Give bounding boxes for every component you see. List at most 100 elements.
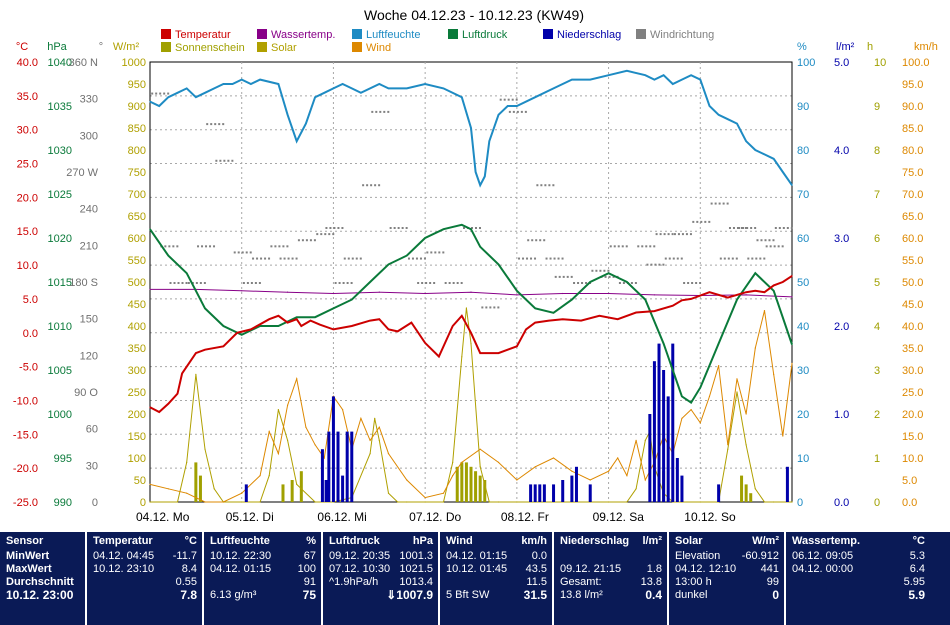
- wind-direction-point: [429, 282, 432, 284]
- right-axis-tick: 60: [797, 233, 809, 245]
- wind-direction-point: [497, 306, 500, 309]
- precipitation-bar: [666, 396, 670, 502]
- solar-point: [397, 501, 399, 503]
- temperature-point: [268, 318, 270, 320]
- left-axis-tick: 150: [80, 314, 98, 326]
- wind-direction-point: [654, 263, 657, 266]
- precipitation-bar: [529, 484, 533, 502]
- sunshine-bar: [744, 484, 748, 502]
- wind-unit: km/h: [521, 535, 547, 547]
- temperature-point: [763, 291, 766, 293]
- wind-direction-point: [699, 282, 702, 284]
- wind-direction-point: [508, 110, 511, 113]
- x-day-label: 05.12. Di: [226, 510, 274, 524]
- solar-point: [452, 461, 454, 463]
- axes: 04.12. Mo 05.12. Di 06.12. Mi 07.12. Do 08.1…: [13, 41, 938, 524]
- wind-direction-point: [645, 245, 648, 248]
- left-axis-tick: 700: [128, 189, 146, 201]
- solar-point: [791, 501, 793, 503]
- temperature-point: [754, 290, 756, 292]
- water-unit: °C: [912, 535, 925, 547]
- wind-direction-point: [764, 239, 767, 242]
- right-axis-tick: 3: [874, 365, 880, 377]
- wind-point: [296, 378, 298, 380]
- humidity-point: [213, 87, 215, 89]
- wind-direction-point: [663, 233, 666, 236]
- wind-direction-point: [283, 257, 286, 260]
- legend-label: Luftfeuchte: [366, 29, 420, 41]
- humidity-point: [488, 140, 490, 142]
- wind-direction-point: [371, 110, 374, 113]
- wind-direction-point: [215, 159, 218, 162]
- humidity-point: [323, 92, 325, 94]
- rain-unit: l/m²: [642, 535, 662, 547]
- wind-point: [360, 417, 362, 419]
- precipitation-bar: [570, 475, 574, 502]
- wind-direction-point: [426, 251, 429, 254]
- humidity-max: 100: [297, 563, 316, 575]
- wind-direction-point: [781, 245, 784, 248]
- wind-direction-point: [313, 239, 316, 242]
- left-axis-tick: 210: [80, 240, 98, 252]
- wind-direction-point: [621, 245, 624, 248]
- legend-label: Wind: [366, 42, 391, 54]
- temperature-point: [461, 315, 463, 317]
- precipitation-series: [244, 343, 789, 502]
- solar-point: [296, 483, 298, 485]
- humidity-point: [149, 101, 151, 103]
- solar-point: [745, 444, 747, 446]
- wind-direction-point: [659, 233, 662, 236]
- temperature-point: [690, 298, 692, 300]
- humidity-point: [241, 79, 243, 81]
- pressure-point: [571, 299, 573, 301]
- wind-direction-point: [641, 245, 644, 248]
- water-temp-point: [378, 291, 380, 293]
- pressure-unit: hPa: [412, 535, 433, 547]
- humidity-point: [754, 149, 756, 151]
- right-axis-tick: 35.0: [902, 343, 923, 355]
- wind-point: [424, 497, 426, 499]
- right-axis-tick: 40.0: [902, 321, 923, 333]
- solar-elevation: -60.912: [741, 550, 779, 562]
- left-axis-tick: 750: [128, 167, 146, 179]
- solar-current: 0: [772, 588, 779, 602]
- sunshine-bar: [460, 462, 464, 502]
- wind-direction-point: [777, 245, 780, 248]
- precipitation-bar: [324, 480, 328, 502]
- precipitation-bar: [538, 484, 542, 502]
- wind-point: [305, 426, 307, 428]
- humidity-point: [286, 114, 289, 116]
- solar-elevation-label: Elevation: [675, 550, 721, 562]
- wind-direction-point: [731, 257, 734, 260]
- wind-direction-point: [460, 282, 463, 284]
- sunshine-bar: [483, 480, 487, 502]
- right-axis-tick: 70: [797, 189, 809, 201]
- wind-direction-point: [485, 306, 488, 309]
- wind-point: [681, 417, 683, 419]
- humidity-point: [663, 74, 665, 76]
- x-day-label: 09.12. Sa: [593, 510, 645, 524]
- right-axis-tick: 45.0: [902, 299, 923, 311]
- wind-direction-point: [625, 245, 628, 248]
- humidity-point: [589, 79, 591, 81]
- temperature-series: [149, 275, 793, 414]
- right-axis-tick: 60.0: [902, 233, 923, 245]
- wind-direction-point: [346, 282, 349, 284]
- pressure-point: [277, 325, 279, 327]
- pressure-point: [690, 401, 692, 404]
- wind-direction-point: [760, 239, 763, 242]
- precipitation-bar: [327, 431, 331, 502]
- humidity-min: 67: [303, 550, 316, 562]
- solar-point: [374, 417, 376, 419]
- wind-direction-point: [333, 227, 336, 229]
- wind-direction-point: [744, 227, 747, 229]
- wind-direction-point: [268, 257, 271, 260]
- wind-direction-point: [328, 233, 331, 236]
- temperature-point: [562, 318, 564, 320]
- wind-point: [754, 347, 756, 349]
- wind-direction-point: [481, 306, 484, 309]
- wind-direction-point: [151, 92, 154, 95]
- wind-direction-point: [599, 269, 602, 272]
- legend: Temperatur Wassertemp. Luftfeuchte Luftdruc…: [161, 29, 714, 54]
- legend-swatch: [448, 29, 458, 39]
